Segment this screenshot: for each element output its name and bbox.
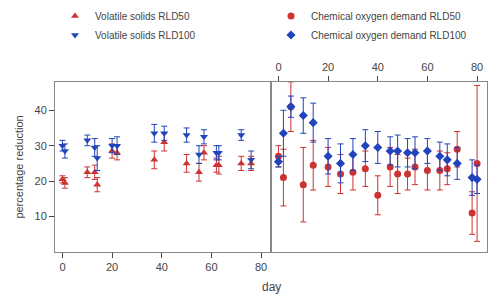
svg-text:30: 30 <box>35 140 47 152</box>
svg-text:0: 0 <box>275 61 281 73</box>
svg-text:40: 40 <box>35 104 47 116</box>
svg-text:80: 80 <box>255 261 267 273</box>
svg-text:0: 0 <box>59 261 65 273</box>
svg-text:Chemical oxygen demand RLD100: Chemical oxygen demand RLD100 <box>311 30 467 41</box>
svg-text:10: 10 <box>35 210 47 222</box>
svg-text:day: day <box>262 280 281 294</box>
svg-text:20: 20 <box>35 175 47 187</box>
svg-text:Volatile solids RLD100: Volatile solids RLD100 <box>95 30 195 41</box>
svg-text:20: 20 <box>322 61 334 73</box>
svg-text:40: 40 <box>372 61 384 73</box>
svg-text:20: 20 <box>106 261 118 273</box>
svg-text:40: 40 <box>156 261 168 273</box>
svg-text:Chemical oxygen demand RLD50: Chemical oxygen demand RLD50 <box>311 11 461 22</box>
svg-text:80: 80 <box>471 61 483 73</box>
svg-text:60: 60 <box>421 61 433 73</box>
svg-text:Volatile solids RLD50: Volatile solids RLD50 <box>95 11 190 22</box>
svg-text:60: 60 <box>205 261 217 273</box>
svg-text:percentage reduction: percentage reduction <box>13 115 25 218</box>
